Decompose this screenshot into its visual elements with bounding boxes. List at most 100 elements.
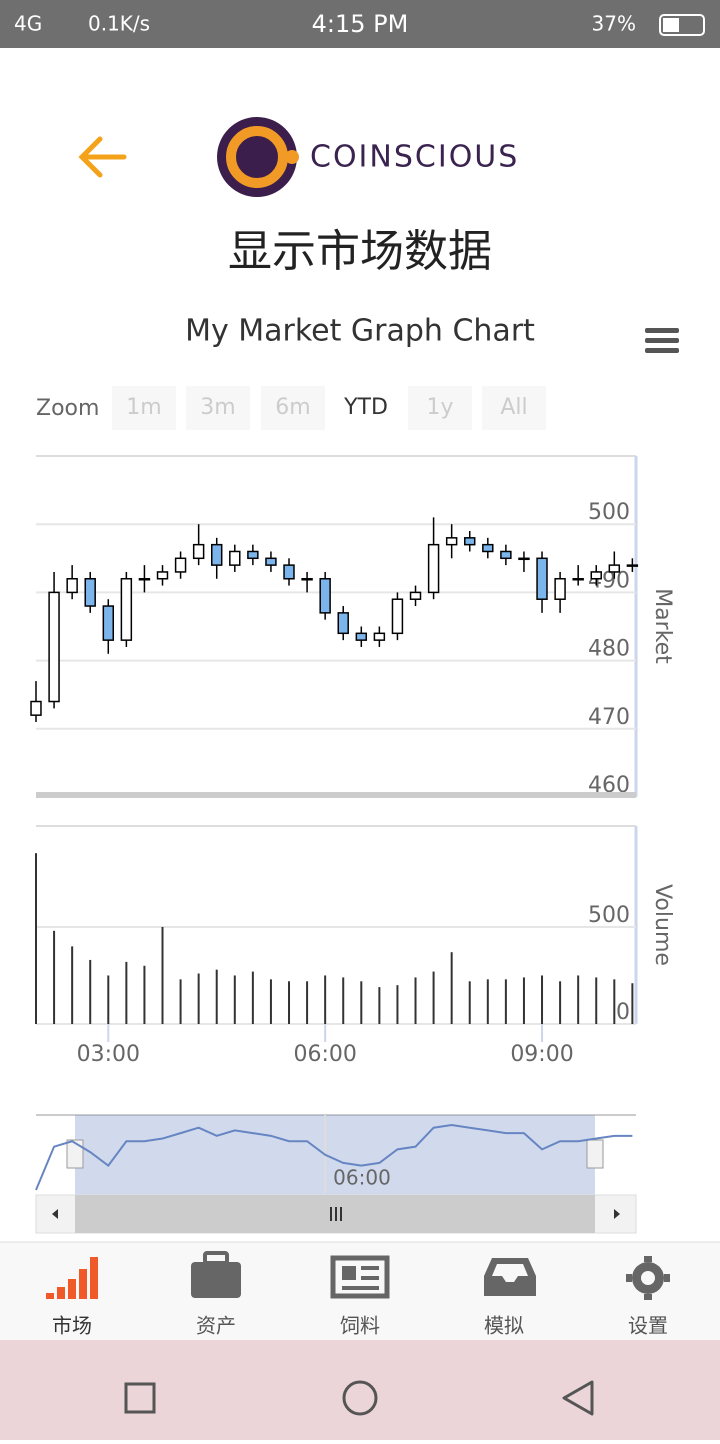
tab-label[interactable]: 饲料 xyxy=(340,1314,380,1338)
candle-body xyxy=(301,578,313,581)
navigator-line xyxy=(35,1123,633,1191)
system-nav-bar xyxy=(0,1340,720,1440)
scroll-right[interactable] xyxy=(614,1209,620,1219)
candle-body xyxy=(464,537,476,546)
y-tick-label: 500 xyxy=(588,903,630,928)
zoom-button[interactable] xyxy=(261,386,325,430)
volume-bar xyxy=(595,977,598,1024)
zoom-button-label: All xyxy=(500,395,527,420)
navigator-selection[interactable] xyxy=(75,1115,595,1195)
zoom-button[interactable] xyxy=(482,386,546,430)
candle-body xyxy=(84,578,96,607)
recents-button[interactable] xyxy=(124,1382,156,1414)
candle-body xyxy=(265,557,277,566)
volume-bar xyxy=(378,987,381,1024)
battery-fill xyxy=(663,18,679,32)
zoom-button[interactable] xyxy=(186,386,250,430)
candle-body xyxy=(500,550,512,560)
navigator-handle[interactable] xyxy=(66,1139,84,1169)
volume-bar xyxy=(468,981,471,1024)
volume-bar xyxy=(251,971,254,1024)
volume-bar xyxy=(143,965,146,1024)
tab-icon xyxy=(191,1251,670,1300)
zoom-button[interactable] xyxy=(112,386,176,430)
y-tick-label: 480 xyxy=(588,637,630,662)
status-bar xyxy=(0,0,720,48)
volume-bar xyxy=(179,979,182,1024)
candle-body xyxy=(48,591,60,703)
volume-bar xyxy=(577,975,580,1024)
volume-bar xyxy=(269,979,272,1024)
volume-bar xyxy=(613,979,616,1024)
volume-bar xyxy=(89,959,92,1024)
volume-bar xyxy=(233,975,236,1024)
volume-bar xyxy=(125,961,128,1024)
navigator-handle[interactable] xyxy=(586,1139,604,1169)
candle-body xyxy=(319,578,331,614)
volume-bar xyxy=(197,973,200,1024)
volume-bar xyxy=(107,975,110,1024)
back-button[interactable] xyxy=(78,136,127,178)
candle-body xyxy=(120,578,133,641)
zoom-button-label: 3m xyxy=(200,395,235,420)
tab-label[interactable]: 资产 xyxy=(196,1314,236,1338)
zoom-button[interactable] xyxy=(334,386,398,430)
candle-body xyxy=(192,543,205,560)
y-tick-label: 500 xyxy=(588,500,630,525)
candle-body xyxy=(427,543,440,594)
volume-bar xyxy=(360,981,363,1024)
volume-bar xyxy=(504,979,507,1024)
navigator-tick-label: 06:00 xyxy=(333,1166,391,1190)
x-tick-label: 03:00 xyxy=(77,1042,140,1067)
candle-body xyxy=(554,578,566,600)
zoom-button-label: YTD xyxy=(343,395,388,420)
y-tick-label: 0 xyxy=(616,1000,630,1025)
tab-label[interactable]: 市场 xyxy=(52,1314,92,1338)
back-system-button[interactable] xyxy=(562,1380,594,1416)
chart-title: My Market Graph Chart xyxy=(185,314,535,349)
volume-bar xyxy=(396,985,399,1024)
logo-ring xyxy=(226,126,288,188)
network: 4G xyxy=(14,12,42,36)
volume-bar xyxy=(541,975,544,1024)
plot-bottom-bar xyxy=(36,792,636,798)
x-tick-label: 06:00 xyxy=(293,1042,356,1067)
candle-body xyxy=(572,578,584,581)
zoom-button[interactable] xyxy=(408,386,472,430)
zoom-button-label: 1y xyxy=(426,395,453,420)
candle-body xyxy=(391,598,404,635)
candle-body xyxy=(211,543,223,566)
clock: 4:15 PM xyxy=(312,10,409,38)
candle-body xyxy=(536,557,548,600)
volume-bar xyxy=(522,977,525,1024)
candle-body xyxy=(518,557,530,561)
candle-body xyxy=(229,550,241,566)
home-button[interactable] xyxy=(342,1380,378,1416)
candle-body xyxy=(590,571,602,580)
tab-label[interactable]: 设置 xyxy=(628,1314,668,1338)
speed: 0.1K/s xyxy=(88,12,150,36)
tab-label[interactable]: 模拟 xyxy=(484,1314,524,1338)
zoom-button-label: 6m xyxy=(275,395,310,420)
menu-bar xyxy=(645,338,679,343)
volume-bar xyxy=(161,926,164,1024)
candle-body xyxy=(409,591,422,600)
candle-body xyxy=(156,571,169,580)
battery-level: 37% xyxy=(592,12,636,36)
volume-bar xyxy=(486,979,489,1024)
candle-body xyxy=(174,557,187,573)
candle-body xyxy=(247,550,259,560)
y-axis-title: Market xyxy=(650,588,675,664)
tab-icon xyxy=(46,1257,98,1299)
candle-body xyxy=(102,605,115,641)
candle-body xyxy=(138,578,151,581)
zoom-label: Zoom xyxy=(36,396,99,421)
volume-bar xyxy=(71,946,74,1024)
candle-body xyxy=(30,700,42,716)
volume-bar xyxy=(342,977,345,1024)
volume-bar xyxy=(432,971,435,1024)
menu-button[interactable] xyxy=(645,328,679,353)
scroll-left[interactable] xyxy=(52,1209,58,1219)
menu-bar xyxy=(645,328,679,333)
